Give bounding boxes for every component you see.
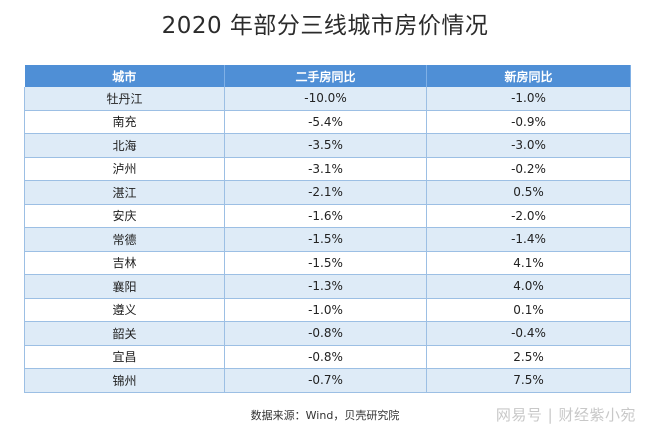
new-home-yoy-cell: -0.2%: [426, 157, 631, 181]
second-hand-yoy-cell: -10.0%: [224, 87, 427, 111]
second-hand-yoy-cell: -3.5%: [224, 133, 427, 158]
second-hand-yoy-cell: -1.5%: [224, 251, 427, 275]
table-row: 南充 -5.4% -0.9%: [24, 110, 631, 134]
table-row: 安庆 -1.6% -2.0%: [24, 204, 631, 228]
data-source-note: 数据来源：Wind，贝壳研究院: [250, 409, 400, 422]
city-cell: 牡丹江: [24, 87, 225, 111]
second-hand-yoy-cell: -0.8%: [224, 345, 427, 369]
second-hand-yoy-cell: -5.4%: [224, 110, 427, 134]
header-second-hand-yoy: 二手房同比: [224, 65, 427, 87]
new-home-yoy-cell: 0.5%: [426, 180, 631, 205]
city-cell: 北海: [24, 133, 225, 158]
watermark: 网易号 | 财经紫小宛: [495, 406, 636, 424]
table-row: 宜昌 -0.8% 2.5%: [24, 345, 631, 369]
new-home-yoy-cell: 4.0%: [426, 274, 631, 299]
second-hand-yoy-cell: -3.1%: [224, 157, 427, 181]
table-row: 锦州 -0.7% 7.5%: [24, 368, 631, 393]
city-cell: 襄阳: [24, 274, 225, 299]
new-home-yoy-cell: 0.1%: [426, 298, 631, 322]
second-hand-yoy-cell: -0.8%: [224, 321, 427, 346]
housing-price-table: 城市 二手房同比 新房同比 牡丹江 -10.0% -1.0% 南充 -5.4% -0.9%…: [24, 65, 631, 393]
new-home-yoy-cell: -3.0%: [426, 133, 631, 158]
city-cell: 锦州: [24, 368, 225, 393]
second-hand-yoy-cell: -1.3%: [224, 274, 427, 299]
second-hand-yoy-cell: -0.7%: [224, 368, 427, 393]
header-city: 城市: [24, 65, 225, 87]
city-cell: 安庆: [24, 204, 225, 228]
table-row: 牡丹江 -10.0% -1.0%: [24, 87, 631, 111]
table-row: 遵义 -1.0% 0.1%: [24, 298, 631, 322]
new-home-yoy-cell: -1.4%: [426, 227, 631, 252]
table-row: 湛江 -2.1% 0.5%: [24, 180, 631, 205]
table-row: 吉林 -1.5% 4.1%: [24, 251, 631, 275]
new-home-yoy-cell: 7.5%: [426, 368, 631, 393]
second-hand-yoy-cell: -1.6%: [224, 204, 427, 228]
table-header-row: 城市 二手房同比 新房同比: [24, 65, 631, 87]
second-hand-yoy-cell: -1.0%: [224, 298, 427, 322]
city-cell: 遵义: [24, 298, 225, 322]
table-row: 襄阳 -1.3% 4.0%: [24, 274, 631, 299]
city-cell: 南充: [24, 110, 225, 134]
city-cell: 韶关: [24, 321, 225, 346]
new-home-yoy-cell: -1.0%: [426, 87, 631, 111]
table-row: 韶关 -0.8% -0.4%: [24, 321, 631, 346]
city-cell: 宜昌: [24, 345, 225, 369]
new-home-yoy-cell: -0.4%: [426, 321, 631, 346]
table-row: 常德 -1.5% -1.4%: [24, 227, 631, 252]
table-body: 牡丹江 -10.0% -1.0% 南充 -5.4% -0.9% 北海 -3.5% -3.0% 泸州…: [24, 87, 631, 393]
table-row: 泸州 -3.1% -0.2%: [24, 157, 631, 181]
new-home-yoy-cell: 2.5%: [426, 345, 631, 369]
city-cell: 泸州: [24, 157, 225, 181]
page-title: 2020 年部分三线城市房价情况: [161, 13, 489, 39]
new-home-yoy-cell: -0.9%: [426, 110, 631, 134]
second-hand-yoy-cell: -1.5%: [224, 227, 427, 252]
city-cell: 湛江: [24, 180, 225, 205]
city-cell: 常德: [24, 227, 225, 252]
new-home-yoy-cell: -2.0%: [426, 204, 631, 228]
header-new-home-yoy: 新房同比: [426, 65, 631, 87]
new-home-yoy-cell: 4.1%: [426, 251, 631, 275]
city-cell: 吉林: [24, 251, 225, 275]
table-row: 北海 -3.5% -3.0%: [24, 133, 631, 158]
second-hand-yoy-cell: -2.1%: [224, 180, 427, 205]
